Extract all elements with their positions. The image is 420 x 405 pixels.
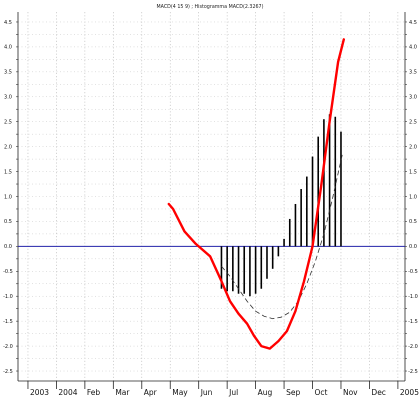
y-tick-label: 2.0 — [409, 144, 417, 150]
y-tick-label: 3.5 — [409, 70, 417, 76]
x-tick-label: Feb — [87, 388, 101, 397]
y-tick-label: 0.5 — [4, 219, 12, 225]
chart-title: MACD(4 15 9) ; Histogramma MACD(2.3267) — [157, 4, 264, 10]
y-tick-label: -2.0 — [408, 344, 418, 350]
x-tick-label: Dec — [371, 388, 386, 397]
x-tick-label: 2004 — [58, 388, 77, 397]
y-tick-label: 1.5 — [4, 169, 12, 175]
y-tick-label: 3.0 — [409, 95, 417, 101]
x-tick-label: Nov — [343, 388, 358, 397]
macd-line — [167, 38, 345, 350]
y-tick-label: 1.0 — [409, 194, 417, 200]
y-tick-labels-right: -2.5 -2.0 -1.5 -1.0 -0.5 0.0 0.5 1.0 1.5 2.0 2.5 3.… — [408, 20, 418, 375]
y-tick-label: 4.5 — [4, 20, 12, 26]
y-tick-labels-left: -2.5 -2.0 -1.5 -1.0 -0.5 0.0 0.5 1.0 1.5 2.0 2.5 3.… — [3, 20, 13, 375]
x-tick-label: Mar — [115, 388, 130, 397]
x-tick-label: Aug — [258, 388, 273, 397]
y-tick-label: 3.5 — [4, 70, 12, 76]
plot-frame — [16, 12, 407, 389]
y-tick-label: 0.0 — [409, 244, 417, 250]
y-tick-label: -1.0 — [408, 294, 418, 300]
histogram-bars — [220, 114, 342, 297]
y-tick-label: -1.5 — [3, 319, 13, 325]
x-tick-label: May — [172, 388, 188, 397]
y-tick-label: -2.0 — [3, 344, 13, 350]
y-tick-label: -1.5 — [408, 319, 418, 325]
y-tick-label: 1.5 — [409, 169, 417, 175]
y-tick-label: -2.5 — [3, 369, 13, 375]
y-tick-label: 2.5 — [409, 120, 417, 126]
y-tick-label: -0.5 — [408, 269, 418, 275]
x-tick-label: Apr — [144, 388, 158, 397]
x-tick-label: Sep — [286, 388, 300, 397]
y-tick-label: -0.5 — [3, 269, 13, 275]
y-tick-label: 0.0 — [4, 244, 12, 250]
x-tick-label: 2005 — [400, 388, 419, 397]
y-tick-label: 0.5 — [409, 219, 417, 225]
macd-line-path — [167, 38, 345, 350]
x-tick-label: Jul — [228, 388, 238, 397]
x-tick-labels: 2003 2004 Feb Mar Apr May Jun Jul Aug Sep Oct Nov De… — [30, 388, 419, 397]
x-tick-label: Jun — [200, 388, 213, 397]
y-tick-label: 4.5 — [409, 20, 417, 26]
y-tick-label: 2.0 — [4, 144, 12, 150]
y-tick-label: 2.5 — [4, 120, 12, 126]
y-tick-label: -2.5 — [408, 369, 418, 375]
x-tick-label: Oct — [315, 388, 328, 397]
y-tick-label: 4.0 — [409, 45, 417, 51]
signal-line — [221, 154, 343, 320]
y-tick-label: 4.0 — [4, 45, 12, 51]
y-tick-label: -1.0 — [3, 294, 13, 300]
y-tick-label: 1.0 — [4, 194, 12, 200]
x-tick-label: 2003 — [30, 388, 49, 397]
signal-line-path — [221, 154, 343, 320]
y-tick-label: 3.0 — [4, 95, 12, 101]
